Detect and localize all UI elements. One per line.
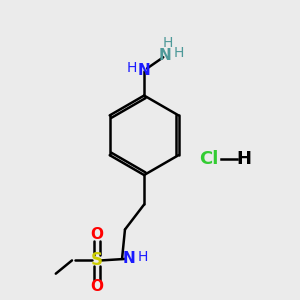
Text: N: N [138, 63, 151, 78]
Text: O: O [91, 227, 103, 242]
Text: H: H [138, 250, 148, 265]
Text: N: N [122, 251, 135, 266]
Text: O: O [91, 278, 103, 293]
Text: N: N [158, 48, 171, 63]
Text: H: H [163, 35, 173, 50]
Text: H: H [237, 150, 252, 168]
Text: H: H [174, 46, 184, 60]
Text: Cl: Cl [199, 150, 219, 168]
Text: H: H [127, 61, 137, 75]
Text: S: S [91, 251, 103, 269]
